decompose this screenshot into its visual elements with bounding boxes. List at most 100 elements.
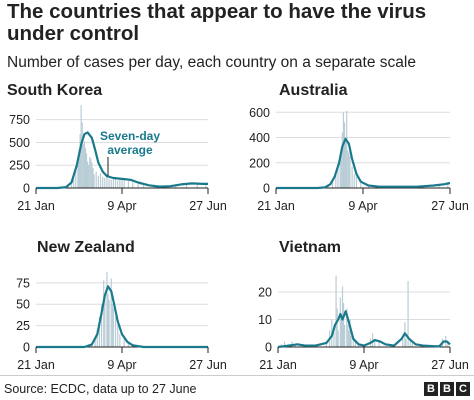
daily-case-bar [108, 299, 110, 347]
daily-case-bar [402, 338, 404, 347]
daily-case-bar [114, 317, 117, 347]
daily-case-bar [98, 317, 101, 347]
bbc-logo: B B C [424, 382, 470, 396]
daily-case-bar [333, 325, 335, 347]
source-note: Source: ECDC, data up to 27 June [4, 382, 197, 396]
daily-case-bar [97, 176, 99, 188]
daily-case-bar [94, 338, 96, 347]
annotation-label: Seven-day average [100, 129, 160, 157]
daily-case-bar [70, 181, 73, 188]
daily-case-bar [283, 341, 286, 347]
panel-title: South Korea [7, 82, 102, 99]
seven-day-average-line [36, 285, 208, 349]
x-tick-label: 27 Jun [431, 358, 469, 372]
daily-case-bar [205, 183, 207, 188]
daily-case-bar [196, 183, 198, 188]
daily-case-bar [127, 342, 130, 347]
daily-case-bar [360, 182, 362, 188]
daily-case-bar [335, 275, 337, 347]
daily-case-bar [405, 338, 407, 347]
daily-case-bar [110, 278, 112, 347]
daily-case-bar [83, 141, 85, 188]
daily-case-bar [331, 180, 334, 188]
daily-case-bar [344, 325, 346, 347]
daily-case-bar [99, 173, 102, 188]
x-tick-label: 21 Jan [17, 358, 55, 372]
chart-panel: Vietnam 0 10 20 21 Jan 9 Apr 27 Jun [258, 239, 469, 372]
panel-title: New Zealand [37, 239, 135, 256]
logo-letter: B [424, 382, 438, 396]
daily-case-bar [88, 165, 90, 188]
daily-case-bar [93, 174, 95, 188]
daily-case-bar [75, 166, 77, 188]
seven-day-average-line [276, 137, 451, 190]
daily-case-bar [337, 165, 339, 188]
daily-case-bar [347, 325, 349, 347]
daily-case-bar [345, 140, 347, 188]
daily-case-bar [342, 112, 345, 188]
daily-case-bar [121, 179, 123, 188]
daily-case-bar [340, 314, 343, 347]
annotation-line: average [107, 143, 153, 157]
daily-case-bar [351, 166, 353, 188]
x-tick-label: 21 Jan [257, 199, 295, 213]
seven-day-average-line [277, 310, 451, 349]
daily-case-bar [153, 186, 155, 188]
daily-case-bar [82, 144, 84, 188]
y-tick-label: 400 [249, 131, 270, 145]
y-tick-label: 0 [23, 182, 30, 196]
daily-case-bar [142, 185, 145, 188]
panel-title: Australia [279, 82, 348, 99]
y-tick-label: 500 [9, 136, 30, 150]
daily-case-bar [339, 156, 341, 188]
x-tick-label: 9 Apr [348, 199, 377, 213]
daily-case-bar [339, 297, 341, 347]
daily-case-bar [79, 134, 81, 188]
daily-case-bar [102, 177, 104, 188]
daily-case-bar [407, 281, 409, 347]
daily-case-bar [117, 180, 119, 188]
daily-case-bar [127, 180, 130, 188]
y-tick-label: 10 [258, 313, 272, 327]
chart-panel: South Korea 0 250 500 750 21 Jan 9 Apr 27 Jun Se… [7, 82, 227, 213]
daily-case-bar [119, 334, 121, 347]
daily-case-bar [104, 295, 106, 347]
daily-case-bar [77, 157, 79, 188]
daily-case-bar [353, 174, 355, 188]
daily-case-bar [374, 338, 376, 347]
daily-case-bar [447, 182, 449, 188]
daily-case-bar [81, 122, 83, 188]
y-tick-label: 0 [23, 341, 30, 355]
chart-panel: Australia 0 200 400 600 21 Jan 9 Apr 27 Jun [249, 82, 469, 213]
chart-subtitle: Number of cases per day, each country on… [7, 54, 416, 71]
daily-case-bar [107, 293, 109, 347]
daily-case-bar [78, 149, 80, 188]
daily-case-bar [342, 303, 345, 347]
daily-case-bar [411, 341, 413, 347]
daily-case-bar [372, 333, 374, 347]
daily-case-bar [409, 338, 411, 347]
daily-case-bar [73, 175, 75, 188]
x-tick-label: 27 Jun [189, 199, 227, 213]
y-tick-label: 600 [249, 106, 270, 120]
y-tick-label: 25 [16, 319, 30, 333]
y-tick-label: 250 [9, 159, 30, 173]
daily-case-bar [343, 122, 346, 188]
y-tick-label: 20 [258, 286, 272, 300]
chart-title: The countries that appear to have the vi… [7, 0, 427, 45]
daily-case-bar [349, 319, 351, 347]
daily-case-bar [67, 186, 69, 188]
daily-case-bar [137, 183, 139, 188]
daily-case-bar [336, 308, 338, 347]
daily-case-bar [348, 152, 350, 188]
daily-case-bar [111, 304, 113, 347]
chart-panel: New Zealand 0 25 50 75 21 Jan 9 Apr 27 Jun [16, 239, 227, 372]
daily-case-bar [117, 325, 119, 347]
daily-case-bar [358, 344, 360, 347]
daily-case-bar [352, 338, 354, 347]
x-tick-label: 27 Jun [431, 199, 469, 213]
y-tick-label: 50 [16, 298, 30, 312]
y-tick-label: 75 [16, 276, 30, 290]
daily-case-bar [355, 176, 358, 188]
